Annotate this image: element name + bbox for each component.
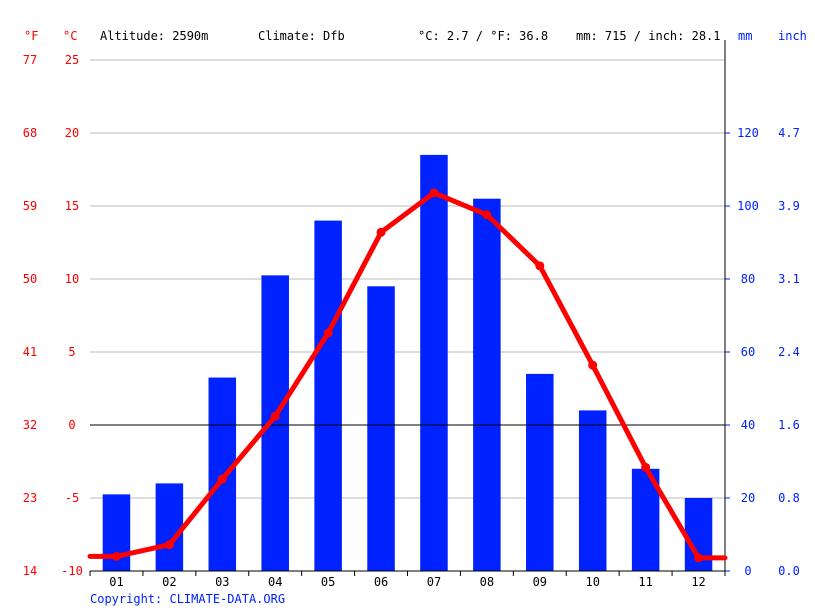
f-tick-label: 23	[23, 491, 37, 505]
month-label: 09	[533, 575, 547, 589]
month-label: 06	[374, 575, 388, 589]
c-tick-label: -5	[65, 491, 79, 505]
unit-inch-label: inch	[778, 29, 807, 43]
temperature-point	[535, 261, 545, 271]
month-label: 11	[638, 575, 652, 589]
month-label: 07	[427, 575, 441, 589]
f-tick-label: 32	[23, 418, 37, 432]
precip-total-label: mm: 715 / inch: 28.1	[576, 29, 721, 43]
climate-label: Climate: Dfb	[258, 29, 345, 43]
temperature-point	[323, 328, 333, 338]
unit-f-label: °F	[24, 29, 38, 43]
c-tick-label: 5	[68, 345, 75, 359]
precip-bar	[578, 410, 607, 571]
c-tick-label: 15	[65, 199, 79, 213]
temperature-polyline	[87, 190, 728, 561]
altitude-label: Altitude: 2590m	[100, 29, 208, 43]
c-tick-label: -10	[61, 564, 83, 578]
temperature-point	[694, 553, 704, 563]
inch-tick-label: 3.1	[778, 272, 800, 286]
precip-bar	[473, 198, 501, 571]
c-tick-label: 25	[65, 53, 79, 67]
temperature-point	[164, 540, 174, 550]
inch-tick-label: 0.8	[778, 491, 800, 505]
grid	[90, 59, 725, 499]
unit-mm-label: mm	[738, 29, 752, 43]
precip-bar	[420, 154, 448, 571]
month-label: 12	[691, 575, 705, 589]
f-tick-label: 14	[23, 564, 37, 578]
temperature-point	[429, 188, 439, 198]
f-tick-label: 41	[23, 345, 37, 359]
mm-tick-label: 60	[741, 345, 755, 359]
inch-tick-label: 2.4	[778, 345, 800, 359]
month-label: 10	[585, 575, 599, 589]
precip-bar	[314, 220, 342, 571]
temperature-point	[376, 227, 386, 237]
temperature-point	[482, 210, 492, 220]
f-tick-label: 68	[23, 126, 37, 140]
mm-tick-label: 120	[737, 126, 759, 140]
unit-c-label: °C	[63, 29, 77, 43]
precip-bar	[526, 373, 554, 571]
inch-tick-label: 3.9	[778, 199, 800, 213]
temperature-point	[111, 551, 121, 561]
month-label: 04	[268, 575, 282, 589]
inch-tick-label: 1.6	[778, 418, 800, 432]
month-label: 05	[321, 575, 335, 589]
f-tick-label: 77	[23, 53, 37, 67]
month-label: 08	[480, 575, 494, 589]
month-label: 03	[215, 575, 229, 589]
temperature-point	[588, 360, 598, 370]
inch-tick-label: 4.7	[778, 126, 800, 140]
temperature-point	[217, 474, 227, 484]
month-label: 02	[162, 575, 176, 589]
mm-tick-label: 40	[741, 418, 755, 432]
c-tick-label: 10	[65, 272, 79, 286]
mm-tick-label: 0	[744, 564, 751, 578]
temperature-line	[87, 188, 728, 563]
mm-tick-label: 20	[741, 491, 755, 505]
f-tick-label: 50	[23, 272, 37, 286]
c-tick-label: 0	[68, 418, 75, 432]
mm-tick-label: 100	[737, 199, 759, 213]
precip-bar	[261, 275, 289, 571]
c-tick-label: 20	[65, 126, 79, 140]
temp-average-label: °C: 2.7 / °F: 36.8	[418, 29, 548, 43]
mm-tick-label: 80	[741, 272, 755, 286]
precip-bar	[367, 286, 395, 571]
temperature-point	[270, 411, 280, 421]
copyright-text: Copyright: CLIMATE-DATA.ORG	[90, 592, 285, 606]
precipitation-bars	[102, 154, 713, 571]
precip-bar	[208, 377, 237, 571]
month-label: 01	[109, 575, 123, 589]
temperature-point	[641, 462, 651, 472]
f-tick-label: 59	[23, 199, 37, 213]
precip-bar	[155, 483, 184, 571]
axes	[89, 40, 730, 576]
inch-tick-label: 0.0	[778, 564, 800, 578]
